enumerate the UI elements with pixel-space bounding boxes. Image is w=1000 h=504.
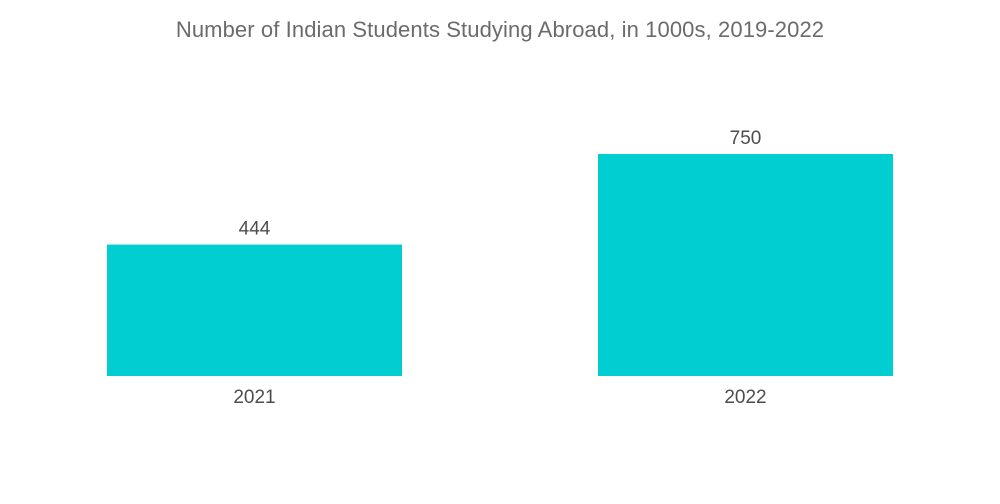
x-tick-label-2022: 2022 — [724, 387, 766, 408]
bar-2021 — [107, 244, 402, 376]
chart-title: Number of Indian Students Studying Abroa… — [175, 17, 825, 42]
bar-2022 — [598, 154, 893, 376]
data-label-2022: 750 — [730, 128, 762, 149]
data-label-2021: 444 — [239, 219, 271, 240]
x-tick-label-2021: 2021 — [233, 387, 275, 408]
